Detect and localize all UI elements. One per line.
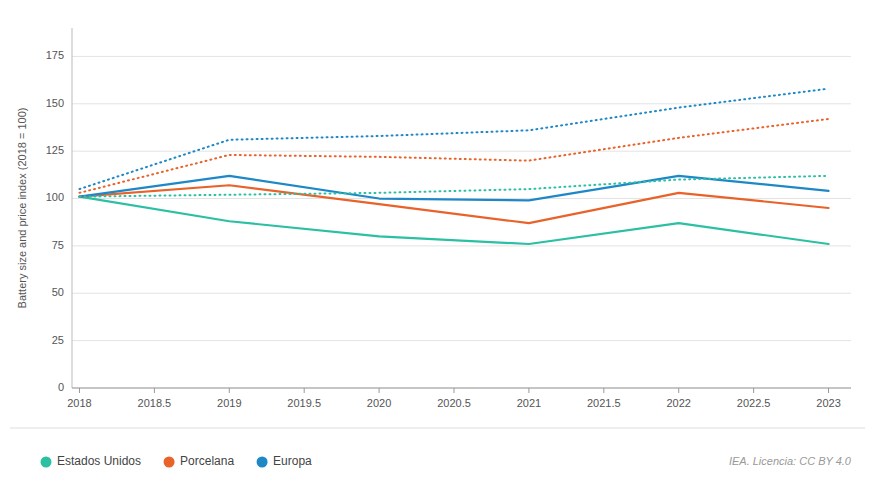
line xyxy=(79,176,828,201)
x-tick-label: 2021 xyxy=(517,397,541,409)
legend-label: Europa xyxy=(273,454,312,468)
y-tick-label: 150 xyxy=(46,97,64,109)
x-tick xyxy=(379,388,380,393)
x-tick xyxy=(229,388,230,393)
grid-line xyxy=(72,151,851,152)
x-tick-label: 2019.5 xyxy=(287,397,321,409)
dotted-line xyxy=(79,176,828,197)
x-tick xyxy=(79,388,80,393)
x-tick xyxy=(304,388,305,393)
grid-line xyxy=(72,340,851,341)
grid-line xyxy=(72,388,851,389)
legend-label: Estados Unidos xyxy=(57,454,141,468)
x-axis-line xyxy=(72,388,851,389)
lines xyxy=(79,89,828,244)
legend-swatch xyxy=(41,457,52,468)
x-tick-label: 2023 xyxy=(816,397,840,409)
dotted-line xyxy=(79,119,828,193)
x-tick-label: 2022.5 xyxy=(737,397,771,409)
x-tick-label: 2022 xyxy=(666,397,690,409)
y-tick-label: 125 xyxy=(46,144,64,156)
separator xyxy=(10,428,865,429)
y-axis-label: Battery size and price index (2018 = 100… xyxy=(16,108,28,309)
x-tick-label: 2020.5 xyxy=(437,397,471,409)
x-tick xyxy=(454,388,455,393)
dotted-line xyxy=(79,89,828,189)
x-tick xyxy=(753,388,754,393)
y-tick-label: 100 xyxy=(46,191,64,203)
y-tick-label: 175 xyxy=(46,49,64,61)
y-tick-label: 50 xyxy=(52,286,64,298)
grid-line xyxy=(72,56,851,57)
x-tick-label: 2019 xyxy=(217,397,241,409)
annotation: IEA. Licencia: CC BY 4.0 xyxy=(729,455,852,467)
x-tick xyxy=(678,388,679,393)
y-axis-line xyxy=(72,28,73,388)
x-ticks: 2018 2018.5 2019 2019.5 2020 2020.5 2021 2021.5… xyxy=(67,388,841,409)
x-tick-label: 2018.5 xyxy=(138,397,172,409)
chart: 025507510012515017520182018.520192019.52… xyxy=(0,0,875,500)
background xyxy=(0,0,875,500)
y-grid xyxy=(72,56,851,388)
legend: Estados Unidos Porcelana Europa xyxy=(41,454,313,468)
grid-line xyxy=(72,245,851,246)
y-ticks: 0 25 50 75 100 125 150 175 xyxy=(46,49,64,393)
legend-swatch xyxy=(257,457,268,468)
x-tick-label: 2018 xyxy=(67,397,91,409)
x-tick xyxy=(828,388,829,393)
x-tick xyxy=(154,388,155,393)
line xyxy=(79,197,828,244)
y-tick-label: 25 xyxy=(52,334,64,346)
y-tick-label: 75 xyxy=(52,239,64,251)
grid-line xyxy=(72,293,851,294)
x-tick xyxy=(528,388,529,393)
y-tick-label: 0 xyxy=(58,381,64,393)
legend-swatch xyxy=(164,457,175,468)
x-tick-label: 2020 xyxy=(367,397,391,409)
x-tick xyxy=(603,388,604,393)
legend-label: Porcelana xyxy=(180,454,234,468)
x-tick-label: 2021.5 xyxy=(587,397,621,409)
grid-line xyxy=(72,103,851,104)
